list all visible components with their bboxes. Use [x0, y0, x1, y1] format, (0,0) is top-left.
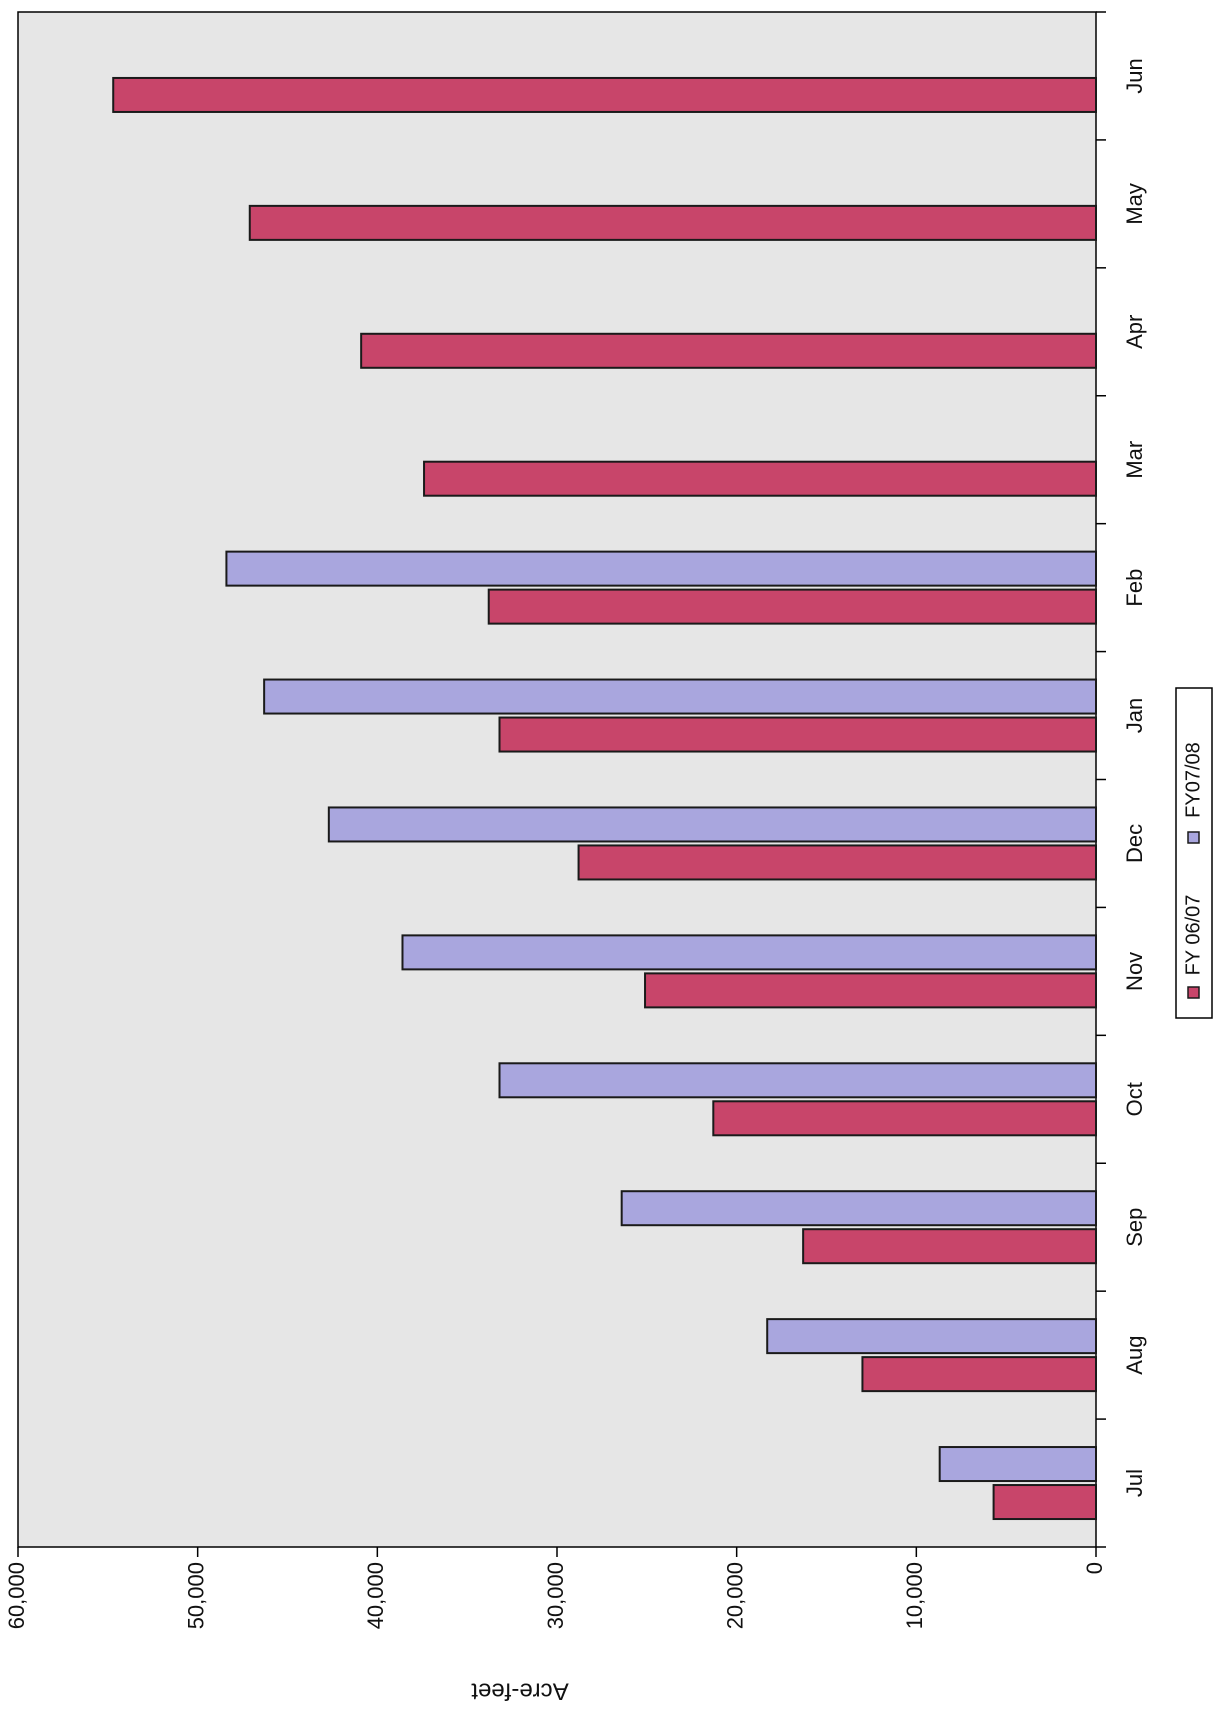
legend-swatch-fy0607 — [1187, 986, 1200, 999]
bar-fy0607-feb — [487, 588, 1097, 625]
bar-fy0708-oct — [498, 1062, 1097, 1099]
bar-fy0708-jul — [938, 1446, 1097, 1483]
category-label-sep: Sep — [1122, 1208, 1147, 1247]
value-tick-label: 60,000 — [4, 1562, 29, 1629]
category-label-apr: Apr — [1122, 315, 1147, 349]
value-tick-label: 30,000 — [543, 1562, 568, 1629]
category-label-aug: Aug — [1122, 1336, 1147, 1375]
category-label-may: May — [1122, 183, 1147, 225]
category-label-feb: Feb — [1122, 569, 1147, 607]
value-tick-label: 50,000 — [183, 1562, 208, 1629]
bar-fy0708-feb — [225, 550, 1097, 587]
legend-box — [1175, 687, 1213, 1019]
bar-fy0607-mar — [423, 460, 1097, 497]
value-tick-label: 40,000 — [363, 1562, 388, 1629]
bar-fy0708-nov — [401, 934, 1097, 971]
category-label-jul: Jul — [1122, 1469, 1147, 1497]
value-tick-label: 20,000 — [722, 1562, 747, 1629]
value-axis-title: Acre-feet — [471, 1678, 569, 1705]
bar-fy0607-sep — [802, 1228, 1097, 1265]
bar-fy0607-jul — [992, 1484, 1098, 1521]
plot-area — [17, 11, 1097, 1548]
category-label-nov: Nov — [1122, 952, 1147, 991]
bars-layer — [112, 76, 1098, 1521]
bar-fy0708-aug — [766, 1318, 1098, 1355]
value-tick-label: 10,000 — [902, 1562, 927, 1629]
bar-fy0708-dec — [327, 806, 1098, 843]
bar-fy0607-apr — [360, 332, 1097, 369]
legend-swatch-fy0708 — [1187, 831, 1200, 844]
category-label-jun: Jun — [1122, 58, 1147, 93]
bar-fy0708-sep — [620, 1190, 1097, 1227]
category-label-mar: Mar — [1122, 441, 1147, 479]
labels-layer: Jul Aug Sep Oct Nov Dec Jan Feb Mar Apr May Jun 0 10,… — [4, 58, 1147, 1704]
category-label-jan: Jan — [1122, 698, 1147, 733]
axis-layer — [17, 11, 1106, 1557]
value-tick-label: 0 — [1082, 1562, 1107, 1574]
bar-fy0607-nov — [644, 972, 1098, 1009]
category-label-oct: Oct — [1122, 1082, 1147, 1116]
legend-label-fy0607: FY 06/07 — [1182, 895, 1204, 976]
category-label-dec: Dec — [1122, 824, 1147, 863]
legend-label-fy0708: FY07/08 — [1182, 742, 1204, 818]
bar-fy0607-dec — [577, 844, 1097, 881]
bar-fy0607-aug — [861, 1356, 1098, 1393]
bar-fy0607-jun — [112, 76, 1098, 113]
legend: FY 06/07 FY07/08 — [1175, 687, 1213, 1019]
bar-fy0607-jan — [498, 716, 1097, 753]
bar-fy0607-may — [248, 204, 1097, 241]
bar-fy0708-jan — [263, 678, 1098, 715]
bar-fy0607-oct — [712, 1100, 1097, 1137]
